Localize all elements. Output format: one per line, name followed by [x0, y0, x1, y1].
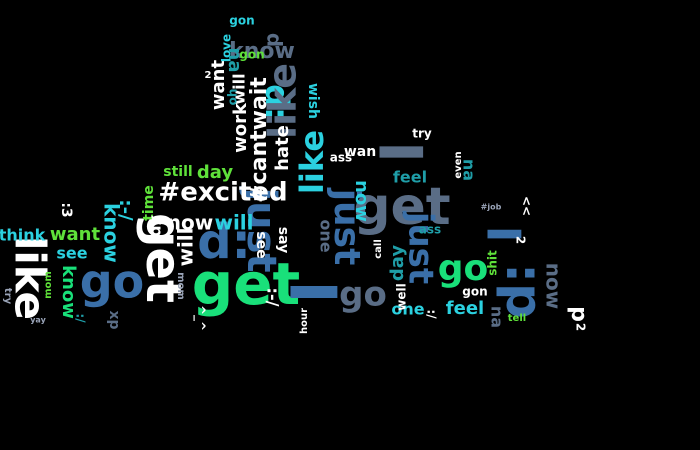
- word-still: still: [163, 164, 192, 180]
- word-call: call: [373, 239, 384, 259]
- word-d: d:: [258, 84, 296, 120]
- word-know: know: [229, 39, 295, 64]
- word-excited: #excited: [158, 178, 287, 208]
- word-2: 2: [514, 236, 528, 244]
- word-say: say: [275, 227, 291, 253]
- word-xp: xp: [148, 215, 167, 237]
- word-tell: tell: [508, 313, 526, 324]
- word-d: d:: [489, 263, 547, 319]
- word-xp: xp: [106, 310, 122, 329]
- word-3: :3: [58, 202, 74, 217]
- word-one: one: [317, 219, 336, 252]
- word-ass: ass: [419, 223, 441, 237]
- word-think: think: [0, 226, 46, 245]
- word-yay: yay: [30, 316, 46, 325]
- word-emoticon: :/: [425, 309, 439, 319]
- word-2: 2: [205, 70, 212, 81]
- word-wish: wish: [305, 83, 321, 119]
- word-get: get: [192, 250, 301, 318]
- word-want: want: [208, 60, 229, 111]
- word-now: now: [167, 211, 213, 235]
- word-gon: gon: [239, 48, 264, 62]
- word-go: go: [339, 275, 387, 315]
- word-mom: mom: [43, 271, 54, 299]
- word-oh: oh: [226, 89, 240, 106]
- word-like: like: [6, 236, 55, 320]
- word-cantwait: #cantwait: [247, 77, 272, 203]
- word-gon: gon: [462, 285, 487, 299]
- word-shit: shit: [486, 250, 500, 276]
- word-emoticon: ^_^: [193, 305, 208, 331]
- word-see: see: [253, 231, 269, 258]
- word-one: one: [391, 300, 424, 319]
- word-i: I: [477, 225, 531, 242]
- word-will: will: [230, 73, 249, 104]
- word-want: want: [50, 224, 101, 245]
- word-p: p: [260, 33, 284, 47]
- word-wan: wan: [344, 144, 376, 160]
- word-day: day: [197, 162, 233, 183]
- word-emoticon: <<: [520, 196, 534, 216]
- word-well: well: [395, 283, 409, 310]
- word-now: now: [542, 263, 566, 309]
- word-d: d:: [197, 214, 251, 270]
- word-time: time: [141, 185, 157, 221]
- word-try: try: [2, 288, 13, 305]
- word-see: see: [56, 244, 87, 263]
- word-get: get: [353, 177, 450, 237]
- word-work: work: [230, 102, 251, 153]
- word-gon: gon: [229, 14, 254, 28]
- word-i: I: [364, 141, 434, 163]
- word-like: like: [293, 130, 331, 194]
- word-mom: mom: [175, 272, 186, 300]
- word-like: like: [261, 63, 305, 139]
- word-na: na: [460, 159, 479, 181]
- word-will: will: [214, 211, 253, 235]
- word-na: na: [488, 306, 507, 328]
- word-just: just: [238, 185, 284, 272]
- word-feel: feel: [393, 168, 427, 187]
- word-job: #job: [481, 203, 502, 212]
- word-i: I: [274, 280, 348, 304]
- word-hate: hate: [272, 125, 293, 171]
- word-try: try: [412, 127, 432, 141]
- word-na: na: [224, 48, 245, 73]
- word-even: even: [453, 151, 464, 178]
- word-will: will: [174, 227, 198, 266]
- word-emoticon: :-/: [115, 199, 136, 221]
- word-hour: hour: [299, 308, 310, 334]
- word-now: now: [351, 180, 372, 222]
- word-go: go: [438, 248, 489, 289]
- word-ass: ass: [330, 151, 352, 165]
- word-emoticon: :/: [74, 313, 88, 323]
- word-get: get: [135, 213, 191, 303]
- word-know: know: [58, 265, 79, 319]
- word-know: know: [100, 203, 124, 263]
- word-day: day: [387, 245, 408, 281]
- word-just: just: [326, 187, 367, 266]
- word-go: go: [80, 255, 145, 309]
- word-feel: feel: [446, 298, 484, 319]
- word-p: p: [566, 306, 591, 322]
- word-love: love: [220, 34, 234, 62]
- word-emoticon: :-/: [264, 288, 283, 307]
- word-just: just: [401, 210, 441, 284]
- word-2: 2: [574, 323, 588, 331]
